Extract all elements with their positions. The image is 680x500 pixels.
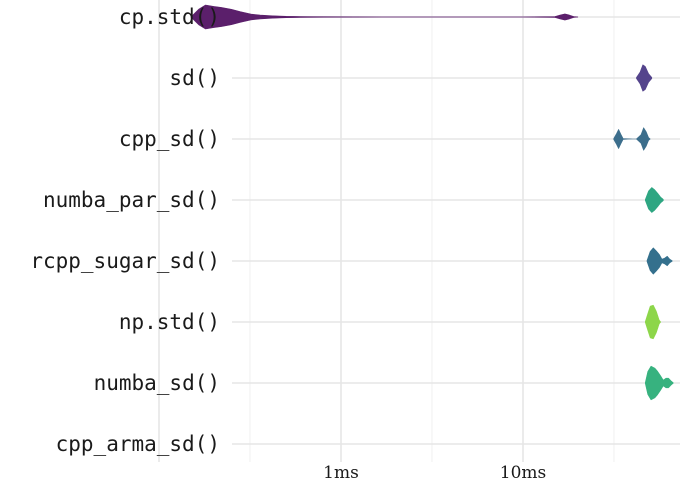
violin-sd <box>636 64 653 92</box>
y-tick-label: numba_sd() <box>94 371 220 395</box>
y-tick-label: np.std() <box>119 310 220 334</box>
x-axis-labels: 1ms 10ms <box>323 463 546 483</box>
y-tick-label: cpp_arma_sd() <box>56 432 220 456</box>
x-tick-label: 10ms <box>500 463 546 483</box>
y-tick-label: rcpp_sugar_sd() <box>30 249 220 273</box>
violin-cp-std <box>190 4 579 30</box>
violin-numba-sd <box>645 365 674 401</box>
y-tick-label: cpp_sd() <box>119 127 220 151</box>
y-tick-label: cp.std() <box>119 5 220 29</box>
x-tick-label: 1ms <box>323 463 359 483</box>
y-tick-label: numba_par_sd() <box>43 188 220 212</box>
gridlines <box>158 0 680 462</box>
y-tick-label: sd() <box>169 66 220 90</box>
violin-rcpp-sugar-sd <box>646 247 673 275</box>
violin-numba-par-sd <box>645 187 664 213</box>
violin-cpp-sd <box>613 127 651 151</box>
violins <box>190 4 674 401</box>
y-axis-labels: cp.std() sd() cpp_sd() numba_par_sd() rcpp_s… <box>30 5 220 456</box>
violin-np-std <box>645 304 661 340</box>
